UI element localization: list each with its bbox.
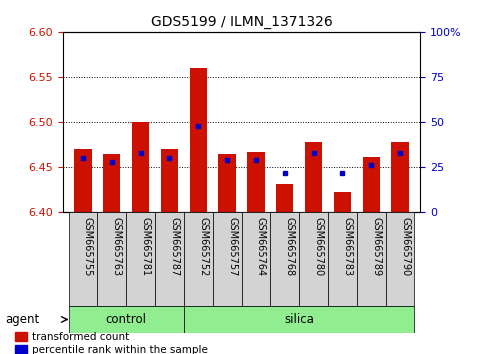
Bar <box>69 306 184 333</box>
Bar <box>305 142 322 212</box>
Bar <box>184 212 213 306</box>
Text: GSM665752: GSM665752 <box>198 217 208 276</box>
Bar <box>161 149 178 212</box>
Bar <box>132 122 149 212</box>
Bar <box>247 152 265 212</box>
Text: GSM665789: GSM665789 <box>371 217 381 276</box>
Bar <box>103 154 120 212</box>
Text: GSM665764: GSM665764 <box>256 217 266 276</box>
Text: GSM665768: GSM665768 <box>285 217 295 276</box>
Bar <box>184 306 414 333</box>
Bar <box>391 142 409 212</box>
Legend: transformed count, percentile rank within the sample: transformed count, percentile rank withi… <box>15 332 208 354</box>
Text: GSM665790: GSM665790 <box>400 217 410 276</box>
Text: GSM665763: GSM665763 <box>112 217 122 276</box>
Bar <box>299 212 328 306</box>
Bar <box>190 68 207 212</box>
Bar <box>155 212 184 306</box>
Title: GDS5199 / ILMN_1371326: GDS5199 / ILMN_1371326 <box>151 16 332 29</box>
Bar <box>213 212 242 306</box>
Bar <box>98 212 126 306</box>
Bar <box>242 212 270 306</box>
Text: GSM665787: GSM665787 <box>170 217 180 276</box>
Text: silica: silica <box>284 313 314 326</box>
Text: GSM665780: GSM665780 <box>313 217 324 276</box>
Bar <box>363 157 380 212</box>
Text: GSM665781: GSM665781 <box>141 217 151 276</box>
Bar <box>385 212 414 306</box>
Bar <box>276 183 293 212</box>
Bar <box>270 212 299 306</box>
Bar <box>218 154 236 212</box>
Bar <box>126 212 155 306</box>
Text: agent: agent <box>5 313 39 326</box>
Text: GSM665757: GSM665757 <box>227 217 237 276</box>
Text: control: control <box>106 313 147 326</box>
Text: GSM665783: GSM665783 <box>342 217 353 276</box>
Bar <box>69 212 98 306</box>
Bar <box>74 149 92 212</box>
Bar <box>357 212 385 306</box>
Text: GSM665755: GSM665755 <box>83 217 93 276</box>
Bar <box>334 192 351 212</box>
Bar <box>328 212 357 306</box>
